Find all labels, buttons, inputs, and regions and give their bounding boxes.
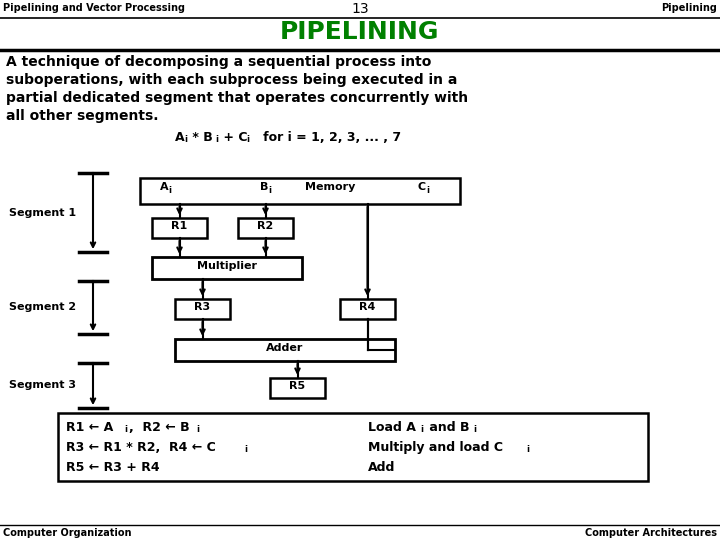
Text: suboperations, with each subprocess being executed in a: suboperations, with each subprocess bein… <box>6 73 457 87</box>
Bar <box>152 218 207 238</box>
Text: R1 ← A: R1 ← A <box>66 421 113 434</box>
Text: Adder: Adder <box>266 343 304 353</box>
Text: A: A <box>160 182 168 192</box>
Text: i: i <box>473 425 476 434</box>
Text: i: i <box>124 425 127 434</box>
Text: i: i <box>246 135 249 144</box>
Bar <box>175 299 230 319</box>
Bar <box>140 178 460 204</box>
Text: Computer Architectures: Computer Architectures <box>585 528 717 538</box>
Text: R5: R5 <box>289 381 305 391</box>
Text: R3: R3 <box>194 302 210 312</box>
Text: Pipelining and Vector Processing: Pipelining and Vector Processing <box>3 3 185 13</box>
Bar <box>58 413 648 481</box>
Text: all other segments.: all other segments. <box>6 109 158 123</box>
Text: i: i <box>244 445 247 454</box>
Text: i: i <box>420 425 423 434</box>
Bar <box>340 299 395 319</box>
Text: i: i <box>268 186 271 195</box>
Text: Computer Organization: Computer Organization <box>3 528 132 538</box>
Text: i: i <box>196 425 199 434</box>
Text: Segment 3: Segment 3 <box>9 381 76 390</box>
Text: partial dedicated segment that operates concurrently with: partial dedicated segment that operates … <box>6 91 468 105</box>
Text: Multiplier: Multiplier <box>197 261 257 271</box>
Text: Load A: Load A <box>368 421 416 434</box>
Text: i: i <box>168 186 171 195</box>
Text: for i = 1, 2, 3, ... , 7: for i = 1, 2, 3, ... , 7 <box>250 131 401 144</box>
Text: B: B <box>260 182 269 192</box>
Text: i: i <box>215 135 218 144</box>
Bar <box>175 339 395 361</box>
Text: i: i <box>184 135 187 144</box>
Text: and B: and B <box>425 421 469 434</box>
Text: Multiply and load C: Multiply and load C <box>368 441 503 454</box>
Text: * B: * B <box>188 131 212 144</box>
Text: Add: Add <box>368 461 395 474</box>
Text: Segment 2: Segment 2 <box>9 302 76 313</box>
Bar <box>238 218 293 238</box>
Text: Pipelining: Pipelining <box>661 3 717 13</box>
Text: + C: + C <box>219 131 248 144</box>
Text: i: i <box>426 186 429 195</box>
Text: A: A <box>175 131 184 144</box>
Text: Memory: Memory <box>305 182 356 192</box>
Text: 13: 13 <box>351 2 369 16</box>
Text: ,  R2 ← B: , R2 ← B <box>129 421 189 434</box>
Text: C: C <box>418 182 426 192</box>
Text: R2: R2 <box>257 221 274 231</box>
Text: R4: R4 <box>359 302 376 312</box>
Bar <box>152 257 302 279</box>
Text: Segment 1: Segment 1 <box>9 207 76 218</box>
Text: R1: R1 <box>171 221 188 231</box>
Text: PIPELINING: PIPELINING <box>280 20 440 44</box>
Text: A technique of decomposing a sequential process into: A technique of decomposing a sequential … <box>6 55 431 69</box>
Text: i: i <box>526 445 529 454</box>
Text: R3 ← R1 * R2,  R4 ← C: R3 ← R1 * R2, R4 ← C <box>66 441 216 454</box>
Bar <box>270 378 325 398</box>
Text: R5 ← R3 + R4: R5 ← R3 + R4 <box>66 461 160 474</box>
